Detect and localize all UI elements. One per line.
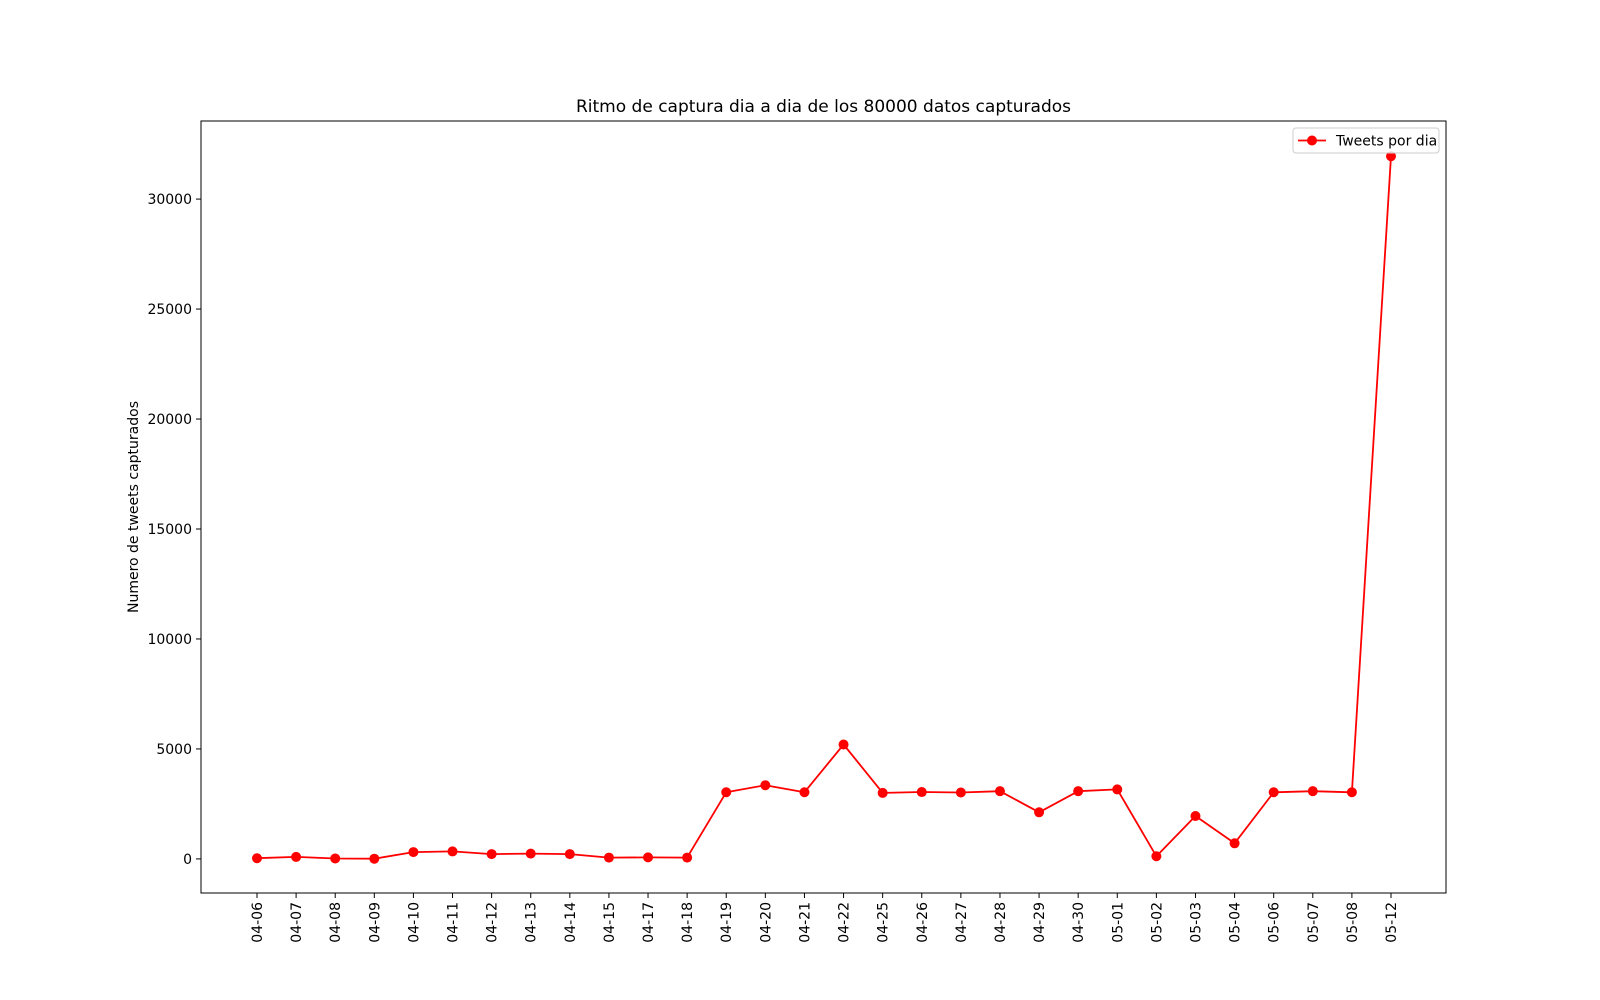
legend-marker-swatch [1307, 135, 1317, 146]
series-layer [252, 151, 1396, 864]
x-tick-label: 04-06 [250, 902, 266, 943]
x-tick-label: 04-15 [602, 902, 618, 943]
x-tick-label: 04-08 [328, 902, 344, 943]
x-tick-label: 05-03 [1188, 902, 1204, 943]
x-axis-ticks: 04-06 04-07 04-08 04-09 04-10 04-11 04-12 04-13… [250, 893, 1400, 943]
data-point [721, 787, 732, 798]
x-tick-label: 04-18 [680, 902, 696, 943]
data-point [1386, 151, 1396, 162]
x-tick-label: 04-30 [1071, 902, 1087, 943]
x-tick-label: 04-27 [954, 902, 970, 943]
x-tick-label: 04-10 [406, 902, 422, 943]
data-point [1151, 851, 1162, 862]
data-point [1190, 811, 1201, 822]
data-point [643, 852, 654, 863]
data-point [1229, 838, 1240, 849]
y-tick-label: 25000 [147, 302, 192, 318]
data-point [760, 780, 771, 791]
y-tick-label: 5000 [156, 742, 192, 758]
x-tick-label: 04-09 [367, 902, 383, 943]
x-tick-label: 04-21 [797, 902, 813, 943]
data-point [369, 853, 380, 864]
x-tick-label: 04-19 [719, 902, 735, 943]
data-point [291, 851, 302, 862]
series-line [256, 156, 1392, 860]
data-point [330, 853, 341, 864]
data-point [799, 787, 810, 798]
y-tick-label: 20000 [147, 412, 192, 428]
data-point [564, 849, 575, 860]
data-point [994, 786, 1005, 797]
x-tick-label: 04-17 [641, 902, 657, 943]
data-point [1034, 807, 1045, 818]
legend-label: Tweets por dia [1335, 134, 1437, 150]
data-point [1268, 787, 1279, 798]
x-tick-label: 04-28 [993, 902, 1009, 943]
x-tick-label: 04-11 [446, 902, 462, 943]
y-axis-label: Numero de tweets capturados [126, 401, 142, 613]
data-point [1073, 786, 1084, 797]
y-tick-label: 0 [183, 852, 192, 868]
x-tick-label: 04-13 [524, 902, 540, 943]
x-tick-label: 04-14 [563, 902, 579, 943]
y-axis-ticks: 0 5000 10000 15000 20000 25000 30000 [147, 192, 201, 868]
x-tick-label: 05-07 [1306, 902, 1322, 943]
data-point [603, 852, 614, 863]
x-tick-label: 04-20 [758, 902, 774, 943]
data-point [877, 787, 888, 798]
x-tick-label: 04-26 [915, 902, 931, 943]
x-tick-label: 05-08 [1345, 902, 1361, 943]
x-tick-label: 05-06 [1267, 902, 1283, 943]
data-point [682, 852, 693, 863]
data-point [525, 848, 536, 859]
data-point [838, 739, 849, 750]
data-point [1112, 784, 1123, 795]
x-tick-label: 04-29 [1032, 902, 1048, 943]
data-point [955, 787, 966, 798]
y-tick-label: 10000 [147, 632, 192, 648]
data-point [916, 787, 927, 798]
chart-title: Ritmo de captura dia a dia de los 80000 … [576, 97, 1071, 117]
data-point [1307, 786, 1318, 797]
data-point [408, 847, 419, 858]
legend: Tweets por dia [1292, 127, 1440, 154]
y-tick-label: 30000 [147, 192, 192, 208]
x-tick-label: 04-22 [837, 902, 853, 943]
x-tick-label: 04-12 [485, 902, 501, 943]
legend-box [1292, 127, 1440, 154]
x-tick-label: 04-25 [876, 902, 892, 943]
data-point [252, 853, 262, 864]
x-tick-label: 05-04 [1228, 902, 1244, 943]
x-tick-label: 05-02 [1149, 902, 1165, 943]
x-tick-label: 04-07 [289, 902, 305, 943]
data-point [1346, 787, 1357, 798]
plot-frame [200, 120, 1447, 894]
data-point [447, 846, 458, 857]
data-point [486, 849, 497, 860]
y-tick-label: 15000 [147, 522, 192, 538]
x-tick-label: 05-12 [1384, 902, 1400, 943]
x-tick-label: 05-01 [1110, 902, 1126, 943]
